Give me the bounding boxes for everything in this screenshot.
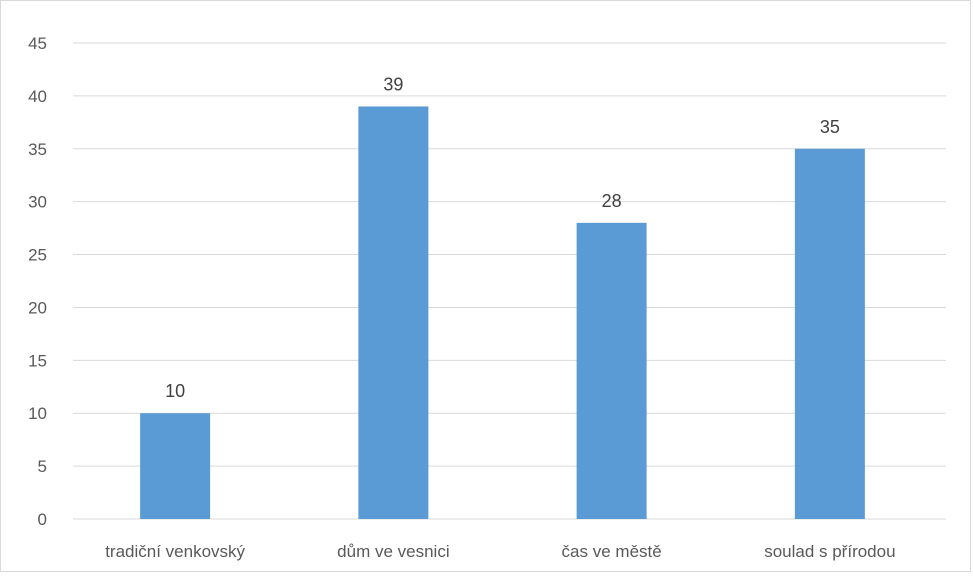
x-tick-label: čas ve městě [562,542,662,561]
data-label: 39 [383,74,403,94]
bars [140,106,865,520]
y-tick-label: 5 [38,457,47,476]
x-tick-label: dům ve vesnici [337,542,449,561]
y-tick-label: 35 [28,140,47,159]
bar-1 [140,413,211,519]
y-tick-label: 10 [28,404,47,423]
y-axis-ticks: 0 5 10 15 20 25 30 35 40 45 [28,34,47,529]
x-tick-label: soulad s přírodou [764,542,895,561]
data-label: 35 [820,117,840,137]
x-axis-ticks: tradiční venkovský dům ve vesnici čas ve m… [105,542,895,561]
data-label: 28 [602,191,622,211]
data-labels: 10 39 28 35 [165,74,840,401]
y-tick-label: 40 [28,87,47,106]
y-tick-label: 25 [28,246,47,265]
y-tick-label: 15 [28,351,47,370]
bar-3 [576,222,647,520]
x-tick-label: tradiční venkovský [105,542,245,561]
y-tick-label: 45 [28,34,47,53]
gridlines [73,42,946,520]
y-tick-label: 20 [28,298,47,317]
bar-2 [358,106,429,519]
data-label: 10 [165,381,185,401]
y-tick-label: 30 [28,193,47,212]
bar-4 [794,148,865,519]
y-tick-label: 0 [38,510,47,529]
